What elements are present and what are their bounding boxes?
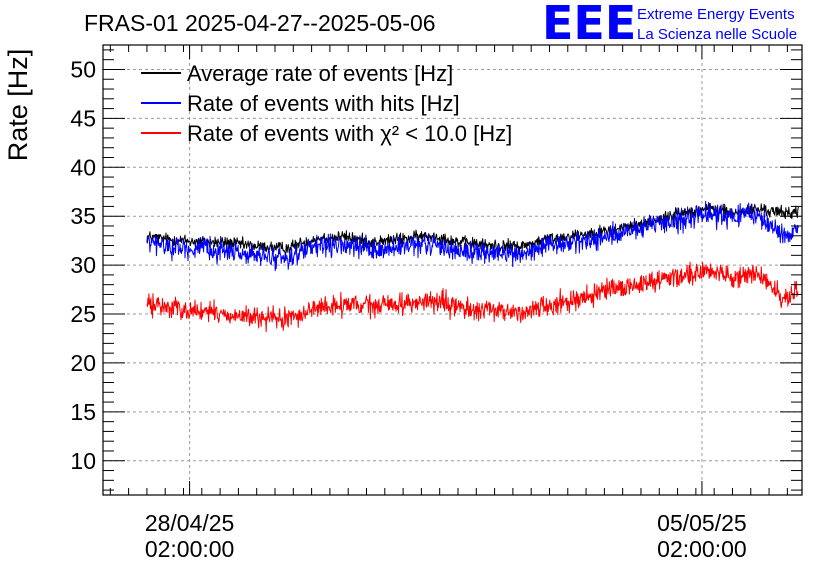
y-tick-label-15: 15 bbox=[70, 399, 96, 425]
legend-label-hits: Rate of events with hits [Hz] bbox=[187, 91, 460, 116]
eee-logo: EEE Extreme Energy Events La Scienza nel… bbox=[542, 0, 797, 50]
chart-title: FRAS-01 2025-04-27--2025-05-06 bbox=[84, 10, 436, 36]
legend: Average rate of events [Hz] Rate of even… bbox=[141, 61, 512, 146]
x-tick-time-1: 02:00:00 bbox=[657, 536, 747, 562]
y-tick-label-10: 10 bbox=[70, 448, 96, 474]
y-axis-label: Rate [Hz] bbox=[3, 49, 33, 162]
y-tick-label-50: 50 bbox=[70, 56, 96, 82]
legend-label-average: Average rate of events [Hz] bbox=[187, 61, 453, 86]
y-tick-label-40: 40 bbox=[70, 154, 96, 180]
series-line-0 bbox=[146, 202, 799, 256]
x-tick-date-1: 05/05/25 bbox=[657, 510, 747, 536]
eee-logo-line2: La Scienza nelle Scuole bbox=[637, 26, 797, 43]
axis-ticks bbox=[103, 45, 802, 495]
grid-lines bbox=[103, 45, 802, 495]
y-tick-label-20: 20 bbox=[70, 350, 96, 376]
tick-labels: 10152025303540455028/04/2502:00:0005/05/… bbox=[70, 56, 746, 562]
y-tick-label-30: 30 bbox=[70, 252, 96, 278]
y-tick-label-25: 25 bbox=[70, 301, 96, 327]
x-tick-time-0: 02:00:00 bbox=[145, 536, 235, 562]
eee-logo-letters: EEE bbox=[542, 0, 636, 50]
x-tick-date-0: 28/04/25 bbox=[145, 510, 235, 536]
plot-frame bbox=[102, 44, 803, 496]
series-line-2 bbox=[146, 261, 799, 333]
y-tick-label-45: 45 bbox=[70, 105, 96, 131]
data-series bbox=[146, 200, 799, 333]
y-tick-label-35: 35 bbox=[70, 203, 96, 229]
eee-logo-line1: Extreme Energy Events bbox=[637, 6, 795, 23]
legend-label-chi2: Rate of events with χ² < 10.0 [Hz] bbox=[187, 121, 512, 146]
series-line-1 bbox=[146, 200, 799, 272]
